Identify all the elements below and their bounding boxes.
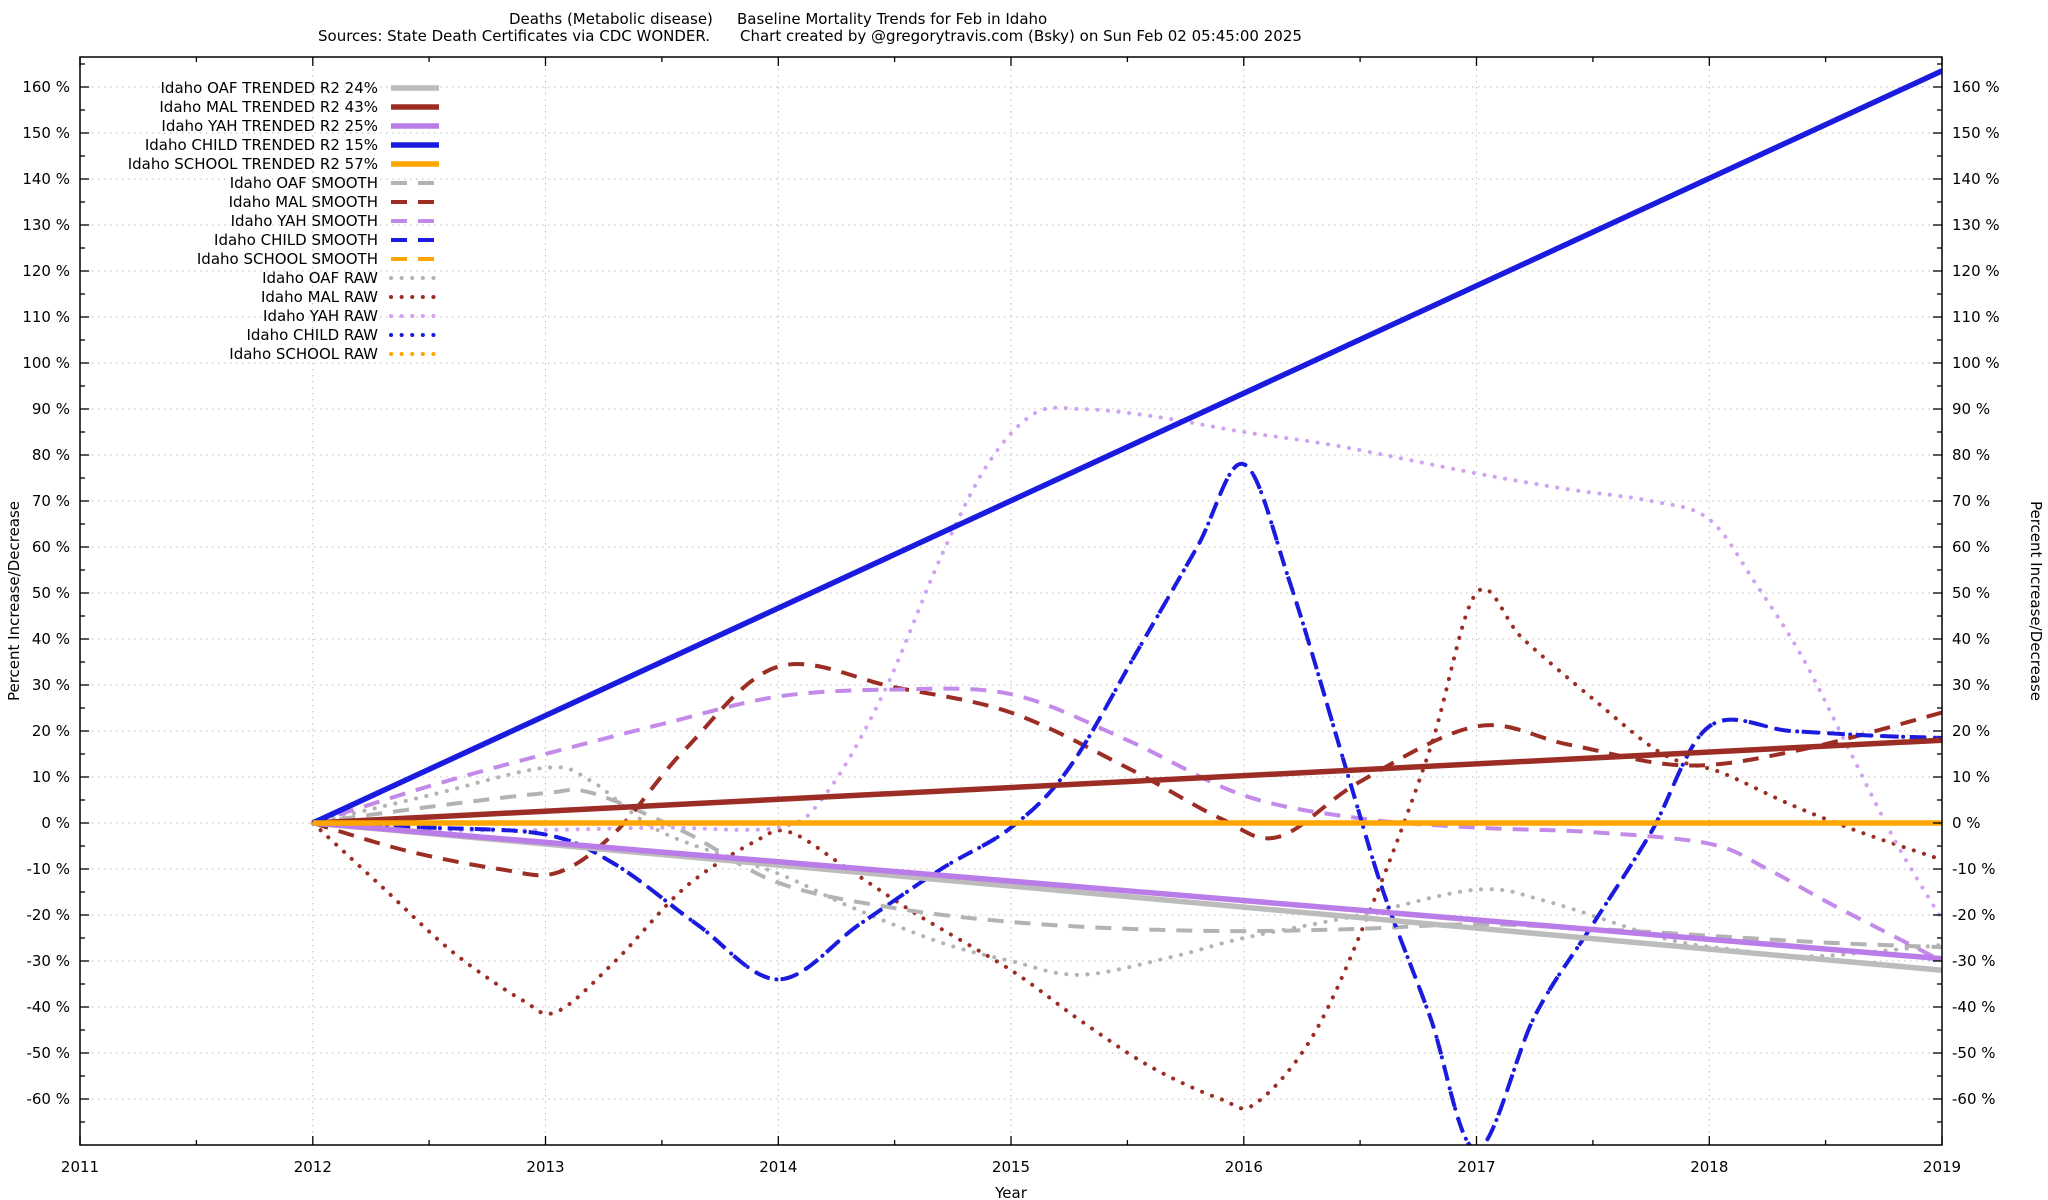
legend-label-yah_raw: Idaho YAH RAW (263, 307, 378, 325)
y-tick-label-right: -50 % (1952, 1044, 1996, 1062)
y-tick-label-left: -50 % (26, 1044, 70, 1062)
series-yah_raw (310, 405, 1942, 922)
y-tick-label-left: 120 % (22, 262, 70, 280)
y-tick-label-right: -40 % (1952, 998, 1996, 1016)
y-tick-label-left: 140 % (22, 170, 70, 188)
legend-label-child_smooth: Idaho CHILD SMOOTH (214, 231, 378, 249)
y-tick-label-right: 60 % (1952, 538, 1990, 556)
x-tick-label: 2012 (294, 1158, 332, 1176)
legend-label-mal_raw: Idaho MAL RAW (261, 288, 378, 306)
legend-label-yah_trended: Idaho YAH TRENDED R2 25% (161, 117, 378, 135)
y-tick-label-left: -60 % (26, 1090, 70, 1108)
y-tick-label-right: 120 % (1952, 262, 2000, 280)
series-group (310, 68, 1942, 1145)
y-tick-label-left: 130 % (22, 216, 70, 234)
y-tick-label-right: 20 % (1952, 722, 1990, 740)
legend-label-child_raw: Idaho CHILD RAW (246, 326, 378, 344)
y-tick-label-right: -10 % (1952, 860, 1996, 878)
y-tick-label-right: 0 % (1952, 814, 1981, 832)
y-tick-label-left: 60 % (32, 538, 70, 556)
series-child_trended (311, 68, 1942, 826)
x-tick-label: 2017 (1457, 1158, 1495, 1176)
y-tick-label-left: 0 % (41, 814, 70, 832)
series-child_raw (310, 462, 1942, 1145)
y-tick-label-left: 160 % (22, 78, 70, 96)
chart-subtitle-credit: Chart created by @gregorytravis.com (Bsk… (740, 27, 1302, 45)
x-tick-label: 2016 (1225, 1158, 1263, 1176)
series-mal_trended (312, 737, 1942, 826)
legend-label-yah_smooth: Idaho YAH SMOOTH (231, 212, 378, 230)
y-tick-label-right: 70 % (1952, 492, 1990, 510)
x-tick-label: 2019 (1923, 1158, 1961, 1176)
series-child_smooth (312, 462, 1942, 1145)
y-tick-label-left: 10 % (32, 768, 70, 786)
series-mal_smooth (312, 662, 1942, 878)
x-tick-label: 2018 (1690, 1158, 1728, 1176)
y-tick-label-right: 140 % (1952, 170, 2000, 188)
y-tick-label-right: 50 % (1952, 584, 1990, 602)
legend-label-oaf_raw: Idaho OAF RAW (262, 269, 378, 287)
legend-label-school_raw: Idaho SCHOOL RAW (229, 345, 378, 363)
y-tick-label-left: -40 % (26, 998, 70, 1016)
chart-title-topic: Deaths (Metabolic disease) (509, 10, 713, 28)
y-tick-label-right: 100 % (1952, 354, 2000, 372)
x-tick-label: 2015 (992, 1158, 1030, 1176)
y-tick-label-right: 90 % (1952, 400, 1990, 418)
y-tick-label-left: 40 % (32, 630, 70, 648)
y-tick-label-right: 30 % (1952, 676, 1990, 694)
y-tick-label-left: 100 % (22, 354, 70, 372)
series-mal_raw (310, 587, 1942, 1111)
y-tick-label-right: 40 % (1952, 630, 1990, 648)
y-tick-label-right: 130 % (1952, 216, 2000, 234)
y-tick-label-left: 90 % (32, 400, 70, 418)
chart-title-main: Baseline Mortality Trends for Feb in Ida… (737, 10, 1048, 28)
series-yah_trended (312, 820, 1942, 962)
y-tick-label-left: 80 % (32, 446, 70, 464)
chart-subtitle-sources: Sources: State Death Certificates via CD… (318, 27, 711, 45)
x-tick-label: 2011 (61, 1158, 99, 1176)
y-axis-label-right: Percent Increase/Decrease (2027, 500, 2045, 702)
y-tick-label-left: 70 % (32, 492, 70, 510)
y-axis-label-left: Percent Increase/Decrease (5, 500, 23, 702)
legend-label-child_trended: Idaho CHILD TRENDED R2 15% (145, 136, 378, 154)
legend: Idaho OAF TRENDED R2 24%Idaho MAL TRENDE… (128, 79, 441, 363)
y-tick-label-right: -20 % (1952, 906, 1996, 924)
y-tick-label-left: 30 % (32, 676, 70, 694)
legend-label-school_trended: Idaho SCHOOL TRENDED R2 57% (128, 155, 378, 173)
y-tick-label-left: 110 % (22, 308, 70, 326)
x-tick-label: 2013 (526, 1158, 564, 1176)
legend-label-oaf_smooth: Idaho OAF SMOOTH (230, 174, 378, 192)
y-tick-label-left: 50 % (32, 584, 70, 602)
y-tick-label-left: -30 % (26, 952, 70, 970)
y-tick-label-left: 20 % (32, 722, 70, 740)
y-tick-label-right: 80 % (1952, 446, 1990, 464)
legend-label-mal_smooth: Idaho MAL SMOOTH (229, 193, 378, 211)
y-tick-label-right: 150 % (1952, 124, 2000, 142)
x-tick-label: 2014 (759, 1158, 797, 1176)
legend-label-school_smooth: Idaho SCHOOL SMOOTH (197, 250, 378, 268)
tick-marks (79, 57, 1943, 1145)
x-axis-label: Year (995, 1184, 1027, 1200)
y-tick-label-right: 10 % (1952, 768, 1990, 786)
y-tick-label-right: 110 % (1952, 308, 2000, 326)
y-tick-label-left: 150 % (22, 124, 70, 142)
legend-label-oaf_trended: Idaho OAF TRENDED R2 24% (161, 79, 379, 97)
y-tick-label-right: -30 % (1952, 952, 1996, 970)
y-tick-label-left: -10 % (26, 860, 70, 878)
tick-labels: -60 % -60 % -50 % -50 % -40 % -40 % -30 % -30 %… (22, 78, 1999, 1176)
y-tick-label-left: -20 % (26, 906, 70, 924)
legend-label-mal_trended: Idaho MAL TRENDED R2 43% (159, 98, 378, 116)
y-tick-label-right: 160 % (1952, 78, 2000, 96)
y-tick-label-right: -60 % (1952, 1090, 1996, 1108)
plot-border (79, 56, 1943, 1146)
